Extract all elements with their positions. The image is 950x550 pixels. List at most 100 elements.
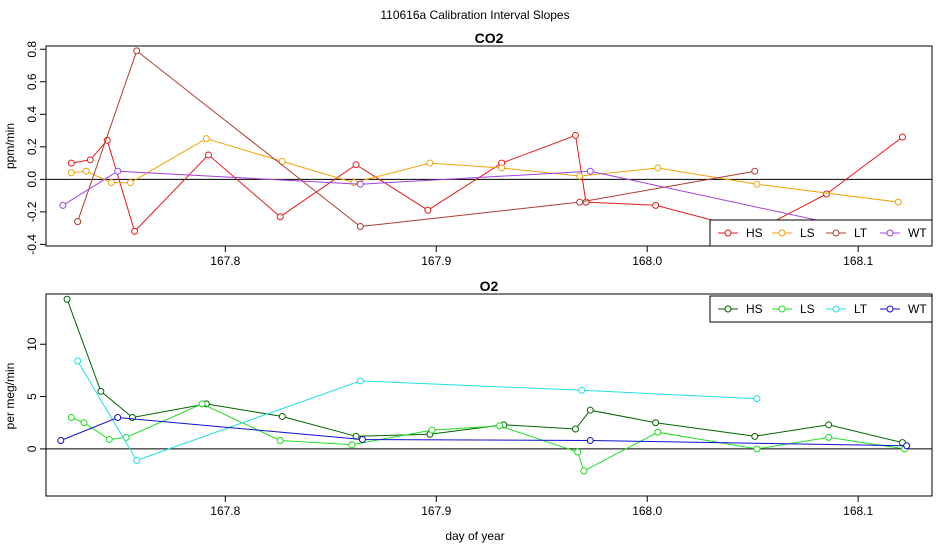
co2-data-point — [204, 151, 212, 159]
co2-data-point — [352, 161, 360, 169]
o2-legend-label-hs: HS — [746, 302, 763, 316]
o2-data-point — [278, 412, 286, 420]
o2-data-point — [198, 400, 206, 408]
o2-data-point — [586, 406, 594, 414]
co2-legend-label-hs: HS — [746, 226, 763, 240]
co2-data-point — [67, 169, 75, 177]
o2-series-lt — [74, 357, 761, 464]
o2-data-point — [67, 414, 75, 422]
co2-data-point — [571, 131, 579, 139]
o2-legend-label-lt: LT — [854, 302, 868, 316]
o2-data-point — [57, 437, 65, 445]
o2-data-point — [496, 422, 504, 430]
co2-data-point — [823, 190, 831, 198]
co2-data-point — [74, 218, 82, 226]
co2-y-tick-label: 0.0 — [25, 171, 39, 188]
co2-legend-marker-hs — [724, 229, 732, 237]
o2-data-point — [133, 456, 141, 464]
co2-series-line-hs — [71, 134, 903, 233]
o2-x-tick-label: 167.8 — [210, 504, 240, 518]
o2-x-axis-label: day of year — [445, 529, 504, 543]
o2-legend-marker-lt — [832, 305, 840, 313]
co2-series-line-lt — [77, 50, 755, 228]
o2-legend-marker-wt — [886, 305, 894, 313]
co2-legend-marker-wt — [886, 229, 894, 237]
co2-data-point — [131, 227, 139, 235]
o2-legend: HS LS LT WT — [709, 295, 933, 323]
o2-data-point — [571, 425, 579, 433]
o2-data-point — [358, 435, 366, 443]
o2-data-point — [128, 414, 136, 422]
o2-series-ls — [67, 400, 909, 475]
co2-data-point — [582, 198, 590, 206]
o2-data-point — [63, 295, 71, 303]
co2-plot-frame — [45, 45, 933, 247]
co2-data-point — [356, 222, 364, 230]
co2-data-point — [586, 167, 594, 175]
co2-data-point — [356, 180, 364, 188]
co2-panel: CO2 167.8 167.9 168.0 168.1 -0.4 -0.2 0.0 0.2 0.… — [3, 30, 933, 268]
o2-data-point — [753, 445, 761, 453]
o2-data-point — [356, 377, 364, 385]
o2-data-point — [580, 467, 588, 475]
co2-x-tick-label: 168.1 — [843, 254, 873, 268]
co2-y-tick-label: 0.6 — [25, 73, 39, 90]
co2-y-tick-label: 0.2 — [25, 138, 39, 155]
o2-data-point — [586, 437, 594, 445]
o2-data-point — [80, 419, 88, 427]
co2-data-point — [753, 180, 761, 188]
o2-y-axis-label: per meg/min — [3, 363, 17, 430]
o2-data-point — [105, 435, 113, 443]
co2-y-tick-label: 0.4 — [25, 106, 39, 123]
co2-series-line-ls — [71, 138, 899, 203]
o2-series-line-wt — [60, 416, 907, 447]
o2-data-point — [753, 395, 761, 403]
co2-data-point — [82, 167, 90, 175]
co2-data-point — [126, 179, 134, 187]
o2-x-tick-label: 168.1 — [843, 504, 873, 518]
co2-legend-marker-ls — [778, 229, 786, 237]
co2-data-point — [350, 179, 358, 187]
o2-series-hs — [63, 295, 906, 447]
o2-series-wt — [57, 414, 911, 450]
o2-data-point — [652, 419, 660, 427]
co2-data-point — [898, 133, 906, 141]
co2-legend-label-lt: LT — [854, 226, 868, 240]
co2-x-tick-label: 167.8 — [210, 254, 240, 268]
co2-data-point — [114, 167, 122, 175]
co2-data-point — [276, 213, 284, 221]
co2-y-axis-label: ppm/min — [3, 123, 17, 169]
figure-title: 110616a Calibration Interval Slopes — [380, 8, 569, 22]
co2-legend-label-ls: LS — [800, 226, 815, 240]
co2-y-tick-label: 0.8 — [25, 41, 39, 58]
o2-legend-marker-hs — [724, 305, 732, 313]
o2-x-tick-label: 168.0 — [632, 504, 662, 518]
co2-legend-label-wt: WT — [908, 226, 927, 240]
co2-data-point — [652, 201, 660, 209]
o2-data-point — [97, 387, 105, 395]
o2-data-point — [348, 441, 356, 449]
o2-data-point — [578, 386, 586, 394]
o2-y-tick-label: 5 — [25, 393, 39, 400]
co2-legend: HS LS LT WT — [709, 219, 933, 247]
o2-y-tick-label: 10 — [25, 337, 39, 351]
co2-panel-title: CO2 — [475, 30, 504, 46]
co2-data-point — [424, 206, 432, 214]
o2-x-tick-label: 167.9 — [421, 504, 451, 518]
co2-data-point — [654, 164, 662, 172]
o2-data-point — [751, 432, 759, 440]
o2-data-point — [276, 437, 284, 445]
co2-data-point — [86, 156, 94, 164]
co2-data-point — [576, 198, 584, 206]
o2-legend-label-wt: WT — [908, 302, 927, 316]
o2-series-line-lt — [77, 360, 757, 462]
co2-x-tick-label: 167.9 — [421, 254, 451, 268]
o2-data-point — [903, 442, 911, 450]
o2-data-point — [825, 433, 833, 441]
co2-data-point — [498, 164, 506, 172]
co2-data-point — [202, 135, 210, 143]
co2-data-point — [576, 172, 584, 180]
co2-y-tick-label: -0.4 — [25, 234, 39, 255]
